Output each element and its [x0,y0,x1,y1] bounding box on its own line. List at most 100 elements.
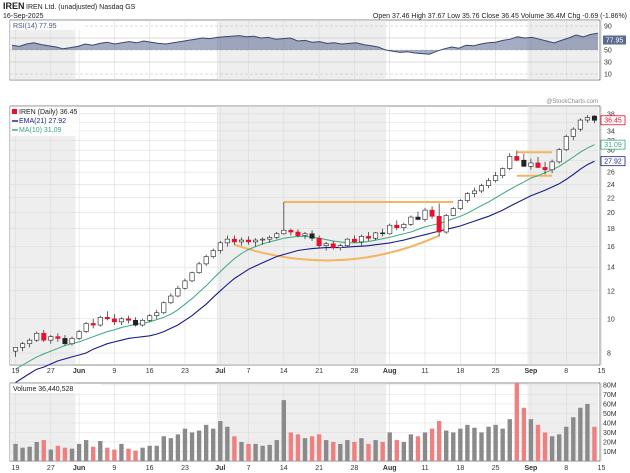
volume-bar [232,436,237,461]
price-panel: 3836343230282624222018161412108 36.4531.… [9,105,626,384]
rsi-area [12,33,598,55]
candle [584,115,590,123]
candle-body [344,238,350,246]
candle-body [140,320,146,326]
volume-bar [246,443,251,461]
candle-body [401,224,407,229]
candle-body [337,245,343,248]
price-tick-label: 12 [607,288,615,295]
candle [542,161,548,175]
candle [563,134,569,152]
candle-body [556,149,562,163]
candle-body [111,318,117,323]
candle [140,318,146,327]
candle-body [415,216,421,220]
candle [330,240,336,250]
volume-bar [175,434,181,461]
date-tick-label: 18 [456,465,464,472]
candle-body [118,318,124,323]
volume-bar [500,428,505,461]
candle [366,232,372,241]
candle-body [210,250,216,257]
candle-body [48,336,54,341]
candle-body [549,161,555,171]
candle-body [563,136,569,150]
volume-bar [154,445,159,461]
price-value-text: 36.45 [604,118,622,125]
rsi-tick-label: 90 [604,24,612,31]
candle [528,158,534,170]
volume-bar [408,434,414,461]
candle-body [486,180,492,186]
candle [126,315,131,324]
candle [62,334,68,346]
candle [373,232,379,241]
volume-bar [493,424,498,461]
price-value-labels: 36.45 31.09 27.92 [600,115,626,167]
volume-bar [549,436,555,461]
rsi-line [11,32,599,55]
date-tick-label: 21 [315,368,323,375]
volume-bar [288,432,294,461]
volume-bar [267,444,272,461]
price-tick-label: 8 [607,351,611,358]
candle-body [309,233,315,239]
date-tick-label: Sep [525,465,538,472]
candle [90,318,96,329]
date-tick-label: 19 [12,368,20,375]
volume-bar [48,449,54,461]
volume-bar [295,434,301,461]
candle-body [373,232,379,239]
volume-bar [260,445,265,461]
price-value-box [600,139,626,150]
price-tick-label: 16 [607,244,615,251]
candle [436,203,442,237]
volume-bar [105,447,110,461]
price-legend-bg [11,107,79,136]
candle [401,222,407,232]
date-tick-label: 9 [112,368,116,375]
quote-line: Open 37.46 High 37.67 Low 35.76 Close 36… [373,13,627,20]
price-legend-swatch [12,109,17,114]
candle-body [55,336,61,339]
cup-curve [234,234,440,262]
candle [351,235,357,243]
price-tick-label: 14 [607,265,615,272]
volume-bar [373,440,378,461]
candle [323,241,329,251]
price-tick-label: 20 [607,210,615,217]
rsi-tick-label: 50 [604,48,612,55]
candle [486,178,492,189]
volume-tick-label: 50M [603,411,617,418]
watermark: @StockCharts.com [546,99,598,105]
candle [55,333,61,342]
candle [450,207,456,217]
rsi-legend-bg [11,21,83,30]
candle-body [570,128,576,137]
candle-body [528,162,534,167]
date-tick-label: Sep [525,368,538,375]
candle [161,301,167,315]
month-shade [10,106,76,365]
volume-bar [528,419,534,461]
date-axis-bottom: 19 27 Jun 9 16 23 Jul 7 14 21 28 Aug 11 18 25 Sep 8 15 [12,465,606,472]
candle-body [83,323,89,332]
rsi-legend: RSI(14) 77.95 [13,23,57,30]
volume-tick-label: 70M [603,392,617,399]
date-tick-label: 14 [280,368,288,375]
volume-bar [352,441,357,461]
candle-body [97,316,103,326]
date-tick-label: 19 [12,465,20,472]
candle [358,234,364,246]
candle-body [366,236,372,239]
volume-bar [429,428,435,461]
rsi-tick-label: 10 [604,72,612,79]
candle-body [267,237,273,240]
candle-body [224,238,230,244]
volume-tick-label: 10M [603,449,617,456]
candle [415,211,421,221]
volume-bar [253,443,258,461]
candle [154,309,160,319]
date-tick-label: 14 [280,465,288,472]
volume-bar [76,443,82,461]
